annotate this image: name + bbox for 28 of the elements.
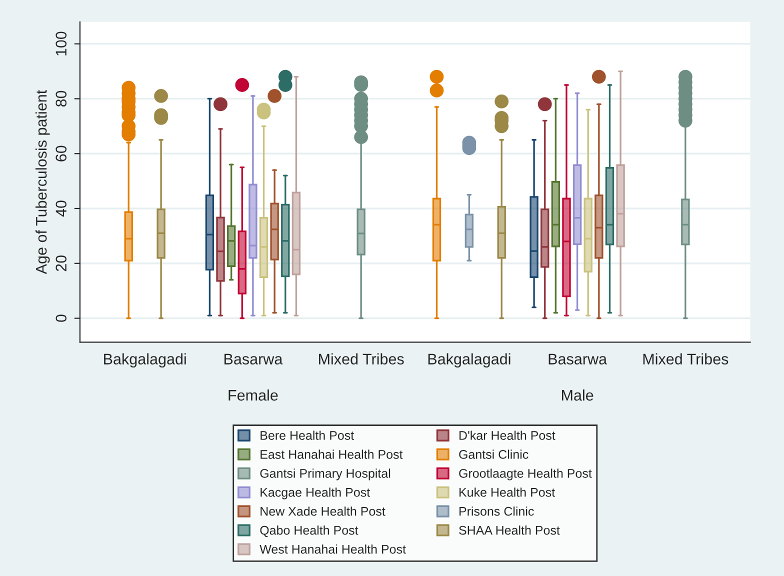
y-tick-label: 40 <box>56 200 67 217</box>
legend-label: SHAA Health Post <box>459 526 560 535</box>
legend-label: New Xade Health Post <box>260 506 386 516</box>
text: Female <box>228 389 278 401</box>
y-tick-label: 20 <box>56 255 67 272</box>
x-tick-label: Bakgalagadi <box>104 353 186 368</box>
legend-label: Grootlaagte Health Post <box>459 468 592 480</box>
x-tick-label: Basarwa <box>224 354 283 364</box>
legend-label: East Hanahai Health Post <box>260 450 403 459</box>
legend-label: Bere Health Post <box>260 430 354 440</box>
legend-label: Kuke Health Post <box>460 488 555 497</box>
x-tick-label: Mixed Tribes <box>319 353 404 364</box>
legend-label: Gantsi Primary Hospital <box>260 468 390 480</box>
y-tick-label: 100 <box>56 32 67 56</box>
y-axis-title: Age of Tuberculosis patient <box>36 90 50 274</box>
legend-label: Qabo Health Post <box>260 526 358 537</box>
y-tick-label: 80 <box>56 90 67 107</box>
text: Male <box>562 389 594 401</box>
legend-label: Gantsi Clinic <box>459 450 528 459</box>
x-tick-label: Mixed Tribes <box>643 353 728 364</box>
legend-label: Kacgae Health Post <box>260 488 370 500</box>
x-tick-label: Basarwa <box>548 354 608 364</box>
legend-label: D'kar Health Post <box>460 430 556 440</box>
legend-label: Prisons Clinic <box>460 506 534 516</box>
y-tick-label: 60 <box>56 146 67 162</box>
y-tick-label: 0 <box>56 314 67 322</box>
legend-label: West Hanahai Health Post <box>260 544 406 554</box>
x-tick-label: Bakgalagadi <box>428 353 510 368</box>
